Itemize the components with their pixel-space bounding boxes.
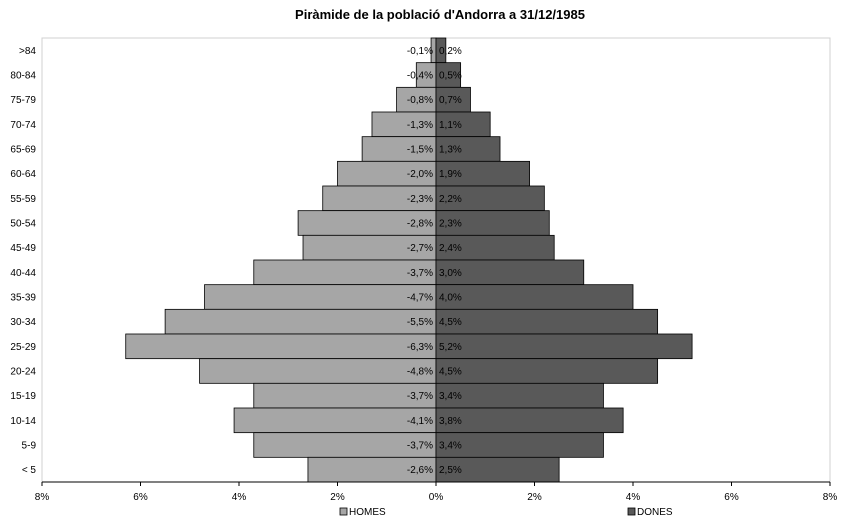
category-label: 40-44 bbox=[10, 268, 36, 279]
bar-homes bbox=[253, 382, 437, 409]
legend-swatch-homes bbox=[339, 507, 348, 516]
category-label: 15-19 bbox=[10, 391, 36, 402]
data-label: -0,8% bbox=[407, 95, 433, 106]
data-label: 4,0% bbox=[439, 293, 462, 304]
bar-dones bbox=[435, 456, 560, 483]
data-label: -3,7% bbox=[407, 268, 433, 279]
data-label: -0,1% bbox=[407, 46, 433, 57]
data-label: 3,4% bbox=[439, 391, 462, 402]
bar-homes bbox=[337, 160, 437, 187]
category-label: 65-69 bbox=[10, 145, 36, 156]
category-label: 25-29 bbox=[10, 342, 36, 353]
data-label: 0,5% bbox=[439, 71, 462, 82]
bar-dones bbox=[435, 111, 491, 138]
bar-dones bbox=[435, 284, 634, 310]
bar-dones bbox=[435, 62, 462, 88]
data-label: 2,2% bbox=[439, 194, 462, 205]
category-label: 70-74 bbox=[10, 120, 36, 131]
category-label: 5-9 bbox=[22, 441, 37, 452]
data-label: -6,3% bbox=[407, 342, 433, 353]
data-label: -4,8% bbox=[407, 367, 433, 378]
legend: HOMES DONES bbox=[339, 507, 673, 518]
data-label: 1,1% bbox=[439, 120, 462, 131]
data-label: -2,8% bbox=[407, 219, 433, 230]
data-label: -5,5% bbox=[407, 317, 433, 328]
data-label: -0,4% bbox=[407, 71, 433, 82]
data-label: -2,7% bbox=[407, 243, 433, 254]
x-tick-label: 6% bbox=[724, 492, 739, 503]
data-label: 2,3% bbox=[439, 219, 462, 230]
data-label: -2,0% bbox=[407, 169, 433, 180]
category-label: 75-79 bbox=[10, 95, 36, 106]
bar-homes bbox=[297, 210, 437, 236]
bar-dones bbox=[435, 382, 604, 409]
data-label: 0,2% bbox=[439, 46, 462, 57]
data-label: 2,4% bbox=[439, 243, 462, 254]
x-tick-label: 6% bbox=[133, 492, 148, 503]
data-label: -1,5% bbox=[407, 145, 433, 156]
bar-dones bbox=[435, 432, 604, 458]
x-tick-label: 2% bbox=[330, 492, 345, 503]
bar-dones bbox=[435, 160, 530, 187]
legend-label: DONES bbox=[637, 507, 673, 518]
bar-dones bbox=[435, 358, 659, 384]
data-label: 5,2% bbox=[439, 342, 462, 353]
bar-homes bbox=[164, 308, 437, 335]
bar-homes bbox=[322, 185, 437, 212]
chart-title: Piràmide de la població d'Andorra a 31/1… bbox=[295, 7, 585, 22]
x-axis: 8% 6% 4% 2% 0% 2% 4% 6% 8% bbox=[35, 481, 838, 503]
x-tick-label: 4% bbox=[626, 492, 641, 503]
bar-dones bbox=[435, 86, 471, 113]
data-label: -2,3% bbox=[407, 194, 433, 205]
bar-dones bbox=[435, 185, 545, 212]
data-label: 2,5% bbox=[439, 465, 462, 476]
category-label: < 5 bbox=[22, 465, 37, 476]
category-label: 35-39 bbox=[10, 293, 36, 304]
x-tick-label: 2% bbox=[527, 492, 542, 503]
bar-homes bbox=[204, 284, 437, 310]
data-label: -2,6% bbox=[407, 465, 433, 476]
data-label: 3,0% bbox=[439, 268, 462, 279]
bar-dones bbox=[435, 259, 585, 286]
bar-homes bbox=[199, 358, 437, 384]
data-label: -3,7% bbox=[407, 391, 433, 402]
category-label: 80-84 bbox=[10, 71, 36, 82]
bar-dones bbox=[435, 407, 624, 434]
x-tick-label: 0% bbox=[429, 492, 444, 503]
legend-swatch-dones bbox=[627, 507, 636, 516]
category-label: 10-14 bbox=[10, 416, 36, 427]
data-label: -4,7% bbox=[407, 293, 433, 304]
data-label: 4,5% bbox=[439, 367, 462, 378]
data-label: -1,3% bbox=[407, 120, 433, 131]
category-label: 20-24 bbox=[10, 367, 36, 378]
category-label: 60-64 bbox=[10, 169, 36, 180]
legend-label: HOMES bbox=[349, 507, 386, 518]
category-label: 55-59 bbox=[10, 194, 36, 205]
data-label: 0,7% bbox=[439, 95, 462, 106]
bar-dones bbox=[435, 308, 659, 335]
bar-homes bbox=[125, 333, 437, 360]
bar-homes bbox=[233, 407, 437, 434]
data-label: 1,3% bbox=[439, 145, 462, 156]
data-label: 1,9% bbox=[439, 169, 462, 180]
data-label: -3,7% bbox=[407, 441, 433, 452]
category-label: >84 bbox=[19, 46, 36, 57]
x-tick-label: 8% bbox=[35, 492, 50, 503]
bar-dones bbox=[435, 210, 550, 236]
category-label: 45-49 bbox=[10, 243, 36, 254]
data-label: 4,5% bbox=[439, 317, 462, 328]
x-tick-label: 4% bbox=[232, 492, 247, 503]
bars-layer: >84 -0,1% 0,2% 80-84 -0,4% 0,5% 75-79 -0,8% 0,7%… bbox=[10, 37, 693, 483]
bar-dones bbox=[435, 333, 693, 360]
category-label: 30-34 bbox=[10, 317, 36, 328]
category-label: 50-54 bbox=[10, 219, 36, 230]
bar-homes bbox=[396, 86, 437, 113]
data-label: -4,1% bbox=[407, 416, 433, 427]
x-tick-label: 8% bbox=[823, 492, 838, 503]
data-label: 3,4% bbox=[439, 441, 462, 452]
data-label: 3,8% bbox=[439, 416, 462, 427]
